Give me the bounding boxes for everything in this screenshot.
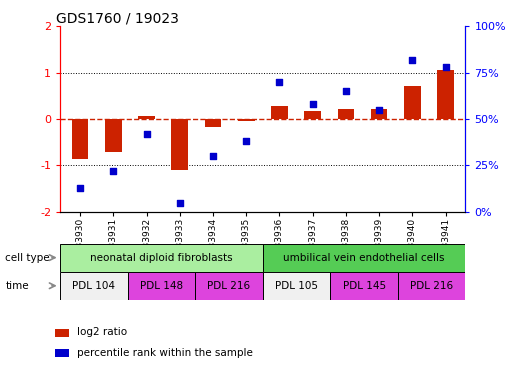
Point	[176, 200, 184, 206]
Bar	[404, 86, 420, 119]
Bar	[172, 119, 188, 170]
Point	[408, 57, 416, 63]
Point	[209, 153, 217, 159]
Bar	[337, 109, 354, 119]
Bar	[204, 119, 221, 128]
Bar	[371, 109, 388, 119]
Point	[76, 185, 84, 191]
Text: cell type: cell type	[5, 253, 50, 262]
Bar	[263, 244, 465, 272]
Point	[142, 131, 151, 137]
Text: PDL 105: PDL 105	[275, 281, 318, 291]
Bar	[72, 119, 88, 159]
Bar	[60, 272, 128, 300]
Bar	[60, 244, 263, 272]
Bar	[138, 116, 155, 119]
Bar	[54, 350, 69, 357]
Point	[375, 107, 383, 113]
Bar	[271, 106, 288, 119]
Text: neonatal diploid fibroblasts: neonatal diploid fibroblasts	[90, 253, 233, 263]
Bar	[238, 119, 255, 122]
Bar	[54, 329, 69, 336]
Point	[275, 79, 283, 85]
Text: percentile rank within the sample: percentile rank within the sample	[77, 348, 253, 358]
Text: PDL 216: PDL 216	[208, 281, 251, 291]
Point	[242, 138, 251, 144]
Bar	[437, 70, 454, 119]
Bar	[398, 272, 465, 300]
Bar	[195, 272, 263, 300]
Point	[342, 88, 350, 94]
Text: PDL 148: PDL 148	[140, 281, 183, 291]
Text: log2 ratio: log2 ratio	[77, 327, 127, 337]
Text: umbilical vein endothelial cells: umbilical vein endothelial cells	[283, 253, 445, 263]
Point	[441, 64, 450, 70]
Bar	[263, 272, 331, 300]
Point	[109, 168, 118, 174]
Bar	[128, 272, 195, 300]
Bar	[304, 111, 321, 119]
Bar	[105, 119, 122, 153]
Text: PDL 216: PDL 216	[410, 281, 453, 291]
Point	[309, 101, 317, 107]
Text: GDS1760 / 19023: GDS1760 / 19023	[56, 11, 179, 25]
Bar	[331, 272, 398, 300]
Text: PDL 145: PDL 145	[343, 281, 385, 291]
Text: PDL 104: PDL 104	[72, 281, 116, 291]
Text: time: time	[5, 281, 29, 291]
